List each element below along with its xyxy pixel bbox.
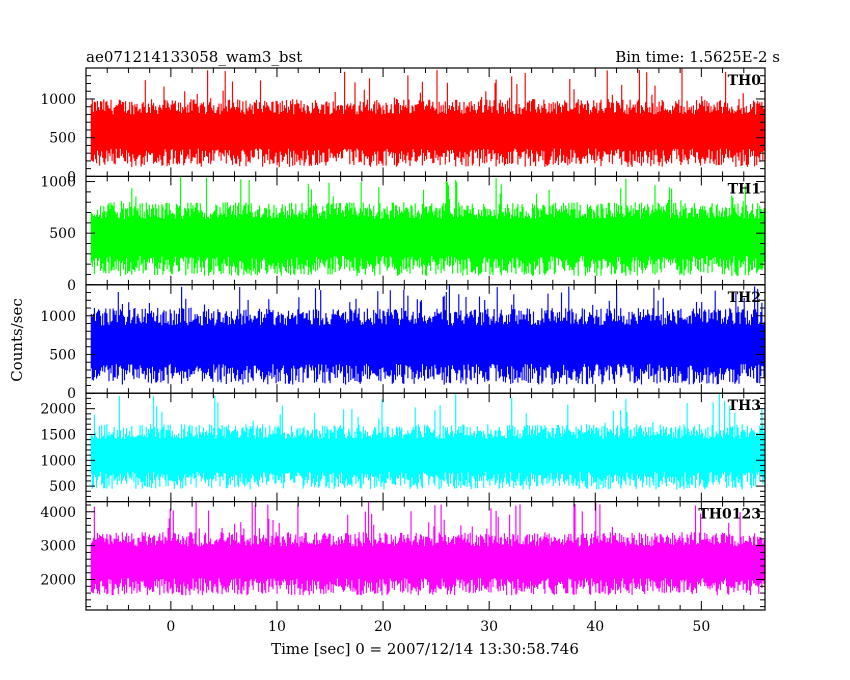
y-tick-label: 500 [49,131,76,147]
y-tick-label: 0 [67,278,76,294]
panel-th1: 0 500 1000 TH1 [40,175,766,294]
y-tick-label: 0 [67,169,76,185]
y-tick-label: 500 [49,347,76,363]
y-tick-label: 3000 [40,539,76,555]
y-tick-label: 2000 [40,402,76,418]
panel-th3: 500 1000 1500 2000 TH3 [40,392,766,503]
y-tick-label: 2000 [40,573,76,589]
y-tick-label: 500 [49,479,76,495]
y-tick-label: 1500 [40,427,76,443]
panel-label-th0123: TH0123 [698,507,761,523]
panel-label-th2: TH2 [728,290,761,306]
x-tick-label: 10 [268,619,286,635]
chart-title: ae071214133058_wam3_bst [86,48,302,66]
y-tick-label: 4000 [40,505,76,521]
series-line-th1 [90,176,766,276]
panel-label-th0: TH0 [728,73,762,89]
x-tick-label: 0 [166,619,175,635]
x-tick-label: 40 [586,619,604,635]
x-tick-label: 30 [480,619,498,635]
y-tick-label: 500 [49,226,76,242]
x-axis-label: Time [sec] 0 = 2007/12/14 13:30:58.746 [271,640,579,658]
panel-label-th3: TH3 [728,398,761,414]
series-line-th0 [90,68,766,168]
y-axis-label: Counts/sec [8,298,26,382]
bin-time-label: Bin time: 1.5625E-2 s [615,48,780,66]
y-tick-label: 1000 [40,92,76,108]
y-tick-label: 1000 [40,175,76,191]
y-tick-label: 0 [67,386,76,402]
x-tick-label: 20 [374,619,392,635]
panel-th0123: 2000 3000 4000 TH0123 [40,501,766,611]
series-line-th2 [90,285,766,385]
panel-th0: 0 500 1000 TH0 [40,67,766,185]
series-line-th3 [90,393,766,490]
x-tick-label: 50 [692,619,710,635]
panel-label-th1: TH1 [728,181,761,197]
y-tick-label: 1000 [40,309,76,325]
y-tick-label: 1000 [40,453,76,469]
series-line-th0123 [90,502,766,596]
panel-th2: 0 500 1000 TH2 [40,284,766,402]
